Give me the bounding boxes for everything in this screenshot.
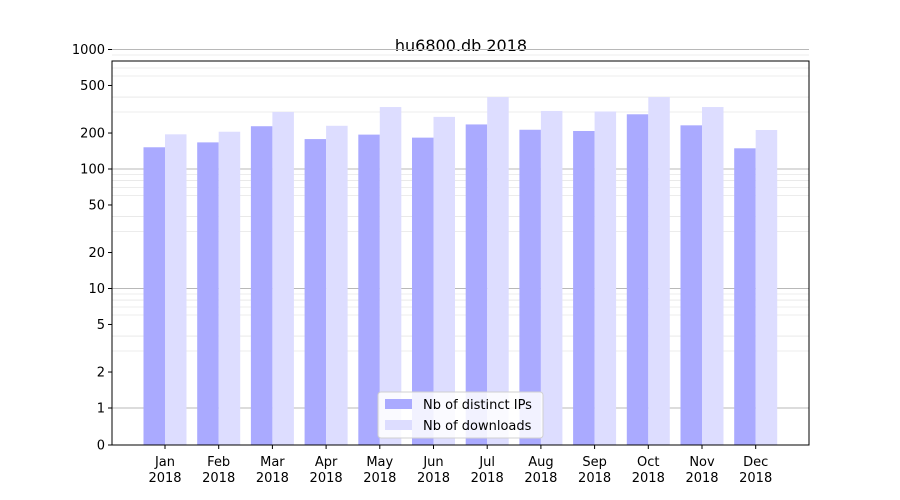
chart-title: hu6800.db 2018 — [395, 36, 527, 55]
bar-downloads — [272, 111, 294, 445]
y-tick-label: 2 — [97, 366, 105, 381]
bar-distinct-ips — [304, 139, 327, 445]
y-tick-label: 10 — [88, 282, 105, 297]
bar-downloads — [487, 97, 509, 445]
legend-label: Nb of downloads — [423, 419, 532, 434]
legend-box — [377, 391, 544, 439]
x-tick-label: Mar 2018 — [256, 455, 289, 486]
legend-swatch — [385, 399, 412, 409]
y-axis: 0 1 2 5 10 20 50 100 200 500 1000 — [72, 43, 112, 454]
x-tick-label: Jul 2018 — [471, 455, 504, 486]
bar-downloads — [218, 131, 241, 445]
x-tick-label: May 2018 — [363, 455, 396, 486]
y-tick-label: 20 — [88, 246, 105, 261]
x-tick-label: Aug 2018 — [524, 455, 557, 486]
bar-distinct-ips — [573, 130, 595, 445]
bar-downloads — [594, 111, 617, 446]
bar-distinct-ips — [197, 142, 219, 445]
y-tick-label: 5 — [97, 318, 105, 333]
bar-distinct-ips — [465, 124, 488, 446]
x-tick-label: Apr 2018 — [310, 455, 343, 486]
bar-distinct-ips — [680, 125, 702, 445]
y-tick-label: 1 — [97, 402, 105, 417]
x-axis: Jan 2018 Feb 2018 Mar 2018 Apr 2018 May 2018 Jun 20… — [148, 445, 772, 486]
y-tick-label: 50 — [88, 198, 105, 213]
x-tick-label: Oct 2018 — [632, 455, 665, 486]
bar-distinct-ips — [519, 129, 541, 445]
bar-distinct-ips — [734, 148, 756, 445]
y-tick-label: 0 — [97, 439, 105, 454]
legend: Nb of distinct IPs Nb of downloads — [377, 391, 544, 439]
bar-distinct-ips — [250, 126, 273, 446]
bars — [143, 97, 778, 446]
bar-downloads — [326, 125, 348, 445]
bar-distinct-ips — [626, 114, 649, 445]
bar-distinct-ips — [358, 134, 380, 445]
legend-swatch — [385, 420, 412, 430]
x-tick-label: Nov 2018 — [685, 455, 718, 486]
y-tick-label: 100 — [80, 163, 105, 178]
bar-downloads — [540, 110, 563, 445]
bar-downloads — [648, 97, 670, 445]
y-tick-label: 200 — [80, 127, 105, 142]
bar-downloads — [702, 107, 724, 445]
bar-downloads — [755, 130, 778, 445]
bar-distinct-ips — [143, 147, 165, 445]
x-tick-label: Jun 2018 — [417, 455, 450, 486]
x-tick-label: Jan 2018 — [148, 455, 181, 486]
x-tick-label: Feb 2018 — [202, 455, 235, 486]
bar-distinct-ips — [412, 137, 434, 446]
x-tick-label: Dec 2018 — [739, 455, 772, 486]
y-tick-label: 500 — [80, 79, 105, 94]
legend-label: Nb of distinct IPs — [423, 398, 532, 413]
y-tick-label: 1000 — [72, 43, 105, 58]
bar-downloads — [165, 134, 187, 445]
bar-downloads — [433, 116, 455, 445]
x-tick-label: Sep 2018 — [578, 455, 611, 486]
bar-downloads — [379, 107, 402, 445]
